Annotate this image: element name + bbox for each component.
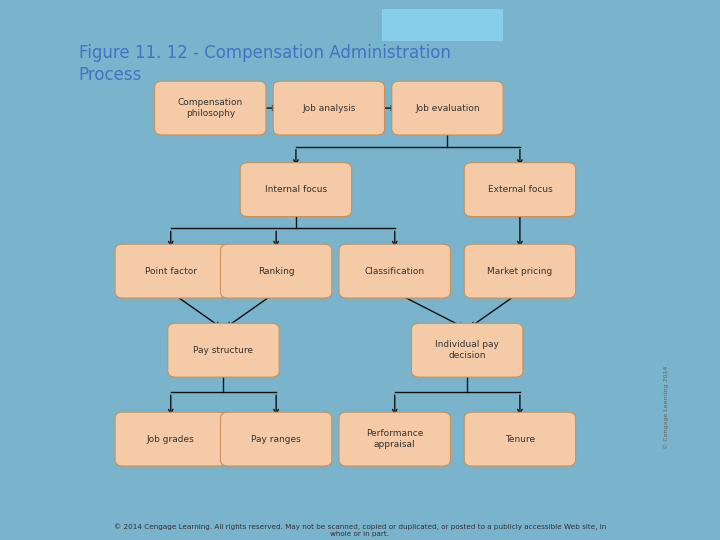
Text: © Cengage Learning 2014: © Cengage Learning 2014 <box>663 366 669 449</box>
Text: © 2014 Cengage Learning. All rights reserved. May not be scanned, copied or dupl: © 2014 Cengage Learning. All rights rese… <box>114 524 606 537</box>
FancyBboxPatch shape <box>382 9 503 42</box>
Text: Job evaluation: Job evaluation <box>415 104 480 112</box>
FancyBboxPatch shape <box>339 244 451 298</box>
FancyBboxPatch shape <box>464 244 575 298</box>
FancyBboxPatch shape <box>464 163 575 217</box>
Text: Job analysis: Job analysis <box>302 104 356 112</box>
FancyBboxPatch shape <box>115 244 226 298</box>
FancyBboxPatch shape <box>412 323 523 377</box>
FancyBboxPatch shape <box>273 81 384 135</box>
FancyBboxPatch shape <box>392 81 503 135</box>
Text: Tenure: Tenure <box>505 435 535 444</box>
Text: Performance
appraisal: Performance appraisal <box>366 429 423 449</box>
FancyBboxPatch shape <box>220 412 332 466</box>
FancyBboxPatch shape <box>220 244 332 298</box>
Text: Pay structure: Pay structure <box>194 346 253 355</box>
FancyBboxPatch shape <box>464 412 575 466</box>
Text: Figure 11. 12 - Compensation Administration
Process: Figure 11. 12 - Compensation Administrat… <box>78 44 451 84</box>
Text: Ranking: Ranking <box>258 267 294 275</box>
FancyBboxPatch shape <box>339 412 451 466</box>
FancyBboxPatch shape <box>115 412 226 466</box>
Text: Classification: Classification <box>364 267 425 275</box>
FancyBboxPatch shape <box>168 323 279 377</box>
Text: Job grades: Job grades <box>147 435 194 444</box>
FancyBboxPatch shape <box>155 81 266 135</box>
FancyBboxPatch shape <box>240 163 351 217</box>
Text: Point factor: Point factor <box>145 267 197 275</box>
Text: Compensation
philosophy: Compensation philosophy <box>178 98 243 118</box>
Text: Internal focus: Internal focus <box>265 185 327 194</box>
Text: External focus: External focus <box>487 185 552 194</box>
Text: Market pricing: Market pricing <box>487 267 552 275</box>
Text: Individual pay
decision: Individual pay decision <box>436 341 499 360</box>
Text: Pay ranges: Pay ranges <box>251 435 301 444</box>
